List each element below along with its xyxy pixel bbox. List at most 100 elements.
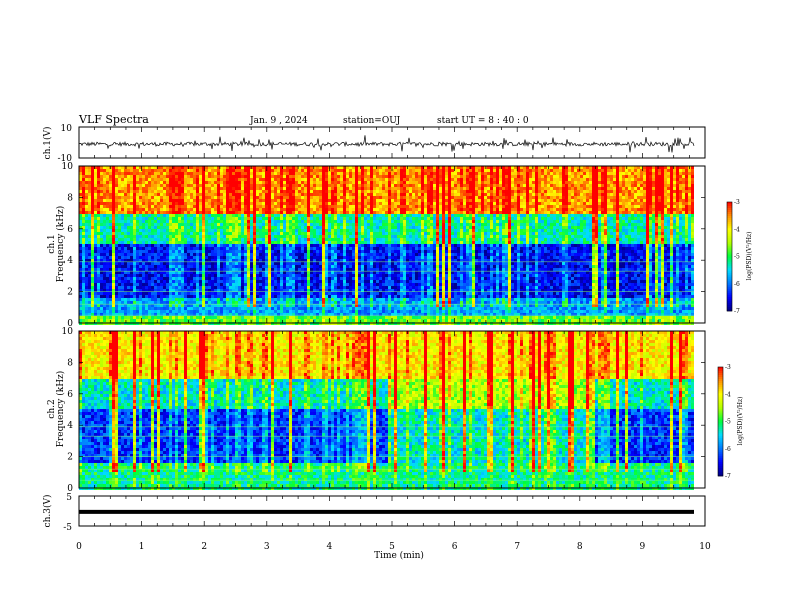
spectrogram-cell	[292, 169, 295, 172]
spectrogram-cell	[277, 166, 280, 169]
spectrogram-cell	[115, 310, 118, 313]
spectrogram-cell	[91, 301, 94, 304]
spectrogram-cell	[340, 217, 343, 220]
spectrogram-cell	[319, 169, 322, 172]
spectrogram-cell	[103, 310, 106, 313]
spectrogram-cell	[280, 310, 283, 313]
spectrogram-cell	[277, 211, 280, 214]
spectrogram-cell	[97, 205, 100, 208]
spectrogram-cell	[217, 214, 220, 217]
spectrogram-cell	[244, 220, 247, 223]
spectrogram-cell	[340, 316, 343, 319]
spectrogram-cell	[187, 199, 190, 202]
spectrogram-cell	[163, 250, 166, 253]
spectrogram-cell	[205, 274, 208, 277]
spectrogram-cell	[136, 172, 139, 175]
spectrogram-cell	[262, 208, 265, 211]
spectrogram-cell	[283, 316, 286, 319]
spectrogram-cell	[331, 241, 334, 244]
spectrogram-cell	[298, 238, 301, 241]
spectrogram-cell	[247, 208, 250, 211]
spectrogram-cell	[139, 202, 142, 205]
spectrogram-cell	[328, 202, 331, 205]
spectrogram-cell	[208, 256, 211, 259]
spectrogram-cell	[202, 193, 205, 196]
spectrogram-cell	[199, 316, 202, 319]
spectrogram-cell	[298, 280, 301, 283]
spectrogram-cell	[256, 250, 259, 253]
spectrogram-cell	[82, 271, 85, 274]
spectrogram-cell	[271, 232, 274, 235]
spectrogram-cell	[280, 226, 283, 229]
spectrogram-cell	[160, 277, 163, 280]
spectrogram-cell	[232, 196, 235, 199]
spectrogram-cell	[235, 247, 238, 250]
spectrogram-cell	[340, 268, 343, 271]
spectrogram-cell	[121, 295, 124, 298]
spectrogram-cell	[214, 271, 217, 274]
spectrogram-cell	[151, 313, 154, 316]
spectrogram-cell	[196, 220, 199, 223]
spectrogram-cell	[226, 256, 229, 259]
spectrogram-cell	[109, 304, 112, 307]
spectrogram-cell	[247, 292, 250, 295]
spectrogram-cell	[301, 250, 304, 253]
spectrogram-cell	[211, 208, 214, 211]
spectrogram-cell	[133, 202, 136, 205]
spectrogram-cell	[280, 250, 283, 253]
spectrogram-cell	[166, 202, 169, 205]
spectrogram-cell	[244, 277, 247, 280]
spectrogram-cell	[136, 232, 139, 235]
spectrogram-cell	[304, 238, 307, 241]
spectrogram-cell	[217, 313, 220, 316]
spectrogram-cell	[139, 289, 142, 292]
spectrogram-cell	[205, 238, 208, 241]
spectrogram-cell	[133, 316, 136, 319]
spectrogram-cell	[316, 268, 319, 271]
spectrogram-cell	[127, 211, 130, 214]
spectrogram-cell	[112, 214, 115, 217]
spectrogram-cell	[115, 274, 118, 277]
spectrogram-cell	[202, 172, 205, 175]
spectrogram-cell	[199, 241, 202, 244]
spectrogram-cell	[109, 211, 112, 214]
spectrogram-cell	[145, 229, 148, 232]
spectrogram-cell	[283, 265, 286, 268]
spectrogram-cell	[151, 319, 154, 322]
spectrogram-cell	[325, 310, 328, 313]
spectrogram-cell	[328, 205, 331, 208]
spectrogram-cell	[313, 220, 316, 223]
spectrogram-cell	[163, 280, 166, 283]
spectrogram-cell	[292, 295, 295, 298]
spectrogram-cell	[259, 319, 262, 322]
spectrogram-cell	[280, 304, 283, 307]
spectrogram-cell	[271, 256, 274, 259]
spectrogram-cell	[118, 319, 121, 322]
spectrogram-cell	[307, 214, 310, 217]
spectrogram-cell	[250, 214, 253, 217]
spectrogram-cell	[316, 289, 319, 292]
spectrogram-cell	[79, 295, 82, 298]
spectrogram-cell	[106, 292, 109, 295]
spectrogram-cell	[115, 253, 118, 256]
spectrogram-cell	[97, 265, 100, 268]
spectrogram-cell	[346, 214, 349, 217]
spectrogram-cell	[79, 175, 82, 178]
spectrogram-cell	[88, 304, 91, 307]
spectrogram-cell	[142, 235, 145, 238]
spectrogram-cell	[109, 226, 112, 229]
spectrogram-cell	[325, 172, 328, 175]
spectrogram-cell	[319, 304, 322, 307]
spectrogram-cell	[190, 220, 193, 223]
spectrogram-cell	[256, 193, 259, 196]
spectrogram-cell	[298, 220, 301, 223]
spectrogram-cell	[259, 217, 262, 220]
spectrogram-cell	[220, 196, 223, 199]
spectrogram-cell	[325, 301, 328, 304]
spectrogram-cell	[163, 247, 166, 250]
spectrogram-cell	[124, 259, 127, 262]
spectrogram-cell	[229, 184, 232, 187]
spectrogram-cell	[277, 199, 280, 202]
spectrogram-cell	[256, 274, 259, 277]
spectrogram-cell	[106, 274, 109, 277]
